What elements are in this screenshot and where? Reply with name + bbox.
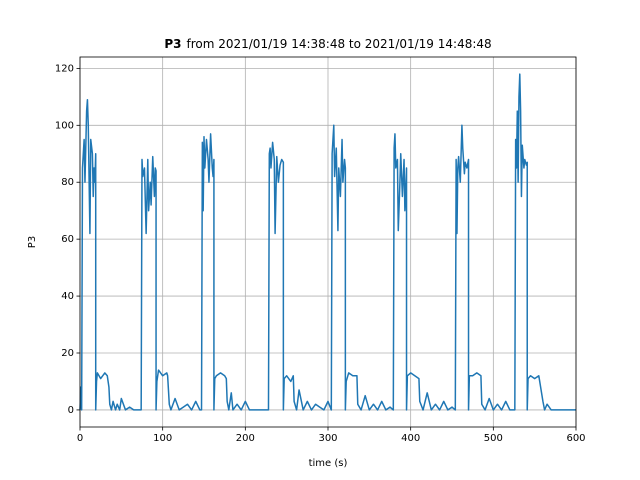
x-tick-label: 300 <box>318 433 337 444</box>
x-tick-label: 500 <box>484 433 503 444</box>
y-tick-label: 80 <box>61 177 74 188</box>
x-tick-label: 100 <box>153 433 172 444</box>
x-tick-label: 600 <box>566 433 585 444</box>
y-tick-label: 0 <box>68 405 74 416</box>
x-axis-label: time (s) <box>309 458 348 469</box>
title-rest: from 2021/01/19 14:38:48 to 2021/01/19 1… <box>186 37 491 51</box>
x-tick-label: 200 <box>236 433 255 444</box>
y-tick-label: 120 <box>55 63 74 74</box>
title-bold: P3 <box>164 37 181 51</box>
y-tick-label: 40 <box>61 291 74 302</box>
data-line <box>79 73 576 411</box>
y-tick-label: 60 <box>61 234 74 245</box>
x-tick-label: 0 <box>77 433 83 444</box>
y-tick-label: 20 <box>61 348 74 359</box>
y-tick-label: 100 <box>55 120 74 131</box>
axes-frame <box>79 56 577 428</box>
x-tick-label: 400 <box>401 433 420 444</box>
y-axis-label: P3 <box>27 236 38 248</box>
chart-title: P3 from 2021/01/19 14:38:48 to 2021/01/19… <box>164 37 491 51</box>
